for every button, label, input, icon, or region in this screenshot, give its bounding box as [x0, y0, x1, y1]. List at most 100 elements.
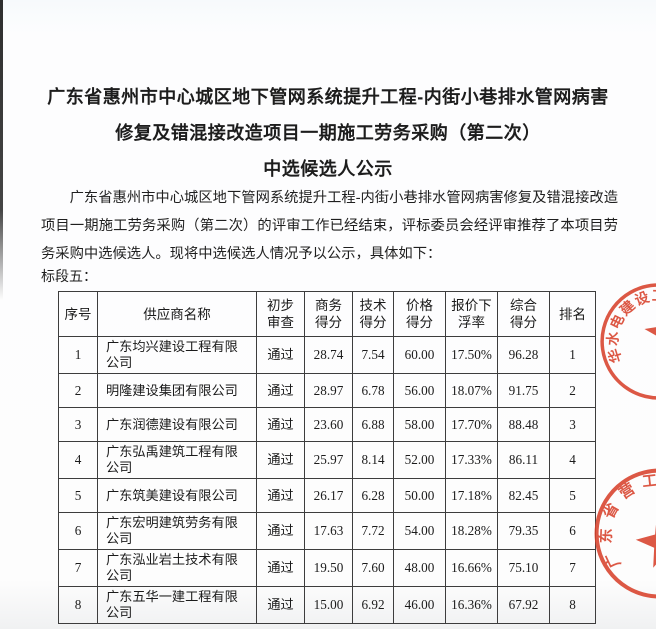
- col-header-bid-discount-rate: 报价下 浮率: [445, 291, 498, 337]
- cell-bid-discount-rate: 18.28%: [445, 512, 498, 550]
- col-header-supplier-name: 供应商名称: [97, 291, 257, 337]
- announcement-title: 广东省惠州市中心城区地下管网系统提升工程-内街小巷排水管网病害 修复及错混接改造…: [0, 79, 656, 187]
- cell-price-score: 58.00: [393, 407, 446, 442]
- results-table: 序号 供应商名称 初步 审查 商务 得分 技术 得分 价格 得分 报价下 浮率 综合 得分 排名…: [58, 291, 596, 624]
- table-row: 7 广东泓业岩土技术有限公司 通过 19.50 7.60 48.00 16.66% 75.10…: [58, 549, 596, 587]
- cell-price-score: 50.00: [393, 478, 446, 513]
- cell-bid-discount-rate: 17.70%: [445, 407, 498, 442]
- cell-comprehensive-score: 67.92: [497, 586, 550, 624]
- cell-technical-score: 6.92: [352, 586, 394, 624]
- cell-supplier-name: 广东筑美建设有限公司: [97, 478, 257, 513]
- cell-seq: 3: [58, 407, 98, 442]
- cell-business-score: 28.74: [304, 336, 353, 374]
- seal-ring: [594, 468, 656, 599]
- table-row: 8 广东五华一建工程有限公司 通过 15.00 6.92 46.00 16.36% 67.92…: [58, 586, 596, 624]
- cell-preliminary-review: 通过: [256, 407, 305, 442]
- cell-seq: 5: [58, 478, 98, 513]
- cell-technical-score: 6.28: [352, 478, 394, 513]
- cell-comprehensive-score: 96.28: [497, 336, 550, 374]
- col-header-price-score: 价格 得分: [393, 291, 446, 337]
- cell-business-score: 23.60: [304, 407, 353, 442]
- cell-technical-score: 6.78: [352, 373, 394, 408]
- cell-comprehensive-score: 88.48: [497, 407, 550, 442]
- col-header-rank: 排名: [549, 291, 596, 337]
- cell-comprehensive-score: 82.45: [497, 478, 550, 513]
- table-row: 6 广东宏明建筑劳务有限公司 通过 17.63 7.72 54.00 18.28% 79.35…: [58, 512, 596, 550]
- cell-seq: 4: [58, 441, 98, 479]
- results-table-head: 序号 供应商名称 初步 审查 商务 得分 技术 得分 价格 得分 报价下 浮率 综合 得分 排名: [58, 291, 596, 337]
- title-line-3: 中选候选人公示: [263, 159, 393, 179]
- cell-preliminary-review: 通过: [256, 512, 305, 550]
- section-label: 标段五：: [41, 270, 97, 285]
- cell-rank: 8: [549, 586, 596, 624]
- cell-preliminary-review: 通过: [256, 549, 305, 587]
- cell-technical-score: 7.60: [352, 549, 394, 587]
- cell-business-score: 15.00: [304, 586, 353, 624]
- cell-bid-discount-rate: 17.50%: [445, 336, 498, 374]
- cell-seq: 2: [58, 373, 98, 408]
- seal-ring: [600, 283, 656, 400]
- cell-technical-score: 7.54: [352, 336, 394, 374]
- table-row: 3 广东润德建设有限公司 通过 23.60 6.88 58.00 17.70% 88.48 3: [58, 407, 596, 442]
- cell-comprehensive-score: 75.10: [497, 549, 550, 587]
- header-row: 序号 供应商名称 初步 审查 商务 得分 技术 得分 价格 得分 报价下 浮率 综合 得分 排名: [58, 291, 596, 337]
- cell-seq: 7: [58, 549, 98, 587]
- col-header-comprehensive-score: 综合 得分: [497, 291, 550, 337]
- cell-rank: 4: [549, 441, 596, 479]
- cell-rank: 2: [549, 373, 596, 408]
- star-icon: [635, 514, 656, 568]
- cell-supplier-name: 广东宏明建筑劳务有限公司: [97, 512, 257, 550]
- cell-preliminary-review: 通过: [256, 373, 305, 408]
- cell-rank: 7: [549, 549, 596, 587]
- cell-business-score: 25.97: [304, 441, 353, 479]
- cell-bid-discount-rate: 18.07%: [445, 373, 498, 408]
- cell-comprehensive-score: 79.35: [497, 512, 550, 550]
- cell-bid-discount-rate: 16.36%: [445, 586, 498, 624]
- cell-price-score: 52.00: [393, 441, 446, 479]
- table-row: 4 广东弘禹建筑工程有限公司 通过 25.97 8.14 52.00 17.33% 86.11…: [58, 441, 596, 479]
- cell-business-score: 19.50: [304, 549, 353, 587]
- cell-supplier-name: 广东弘禹建筑工程有限公司: [97, 441, 257, 479]
- cell-supplier-name: 广东润德建设有限公司: [97, 407, 257, 442]
- col-header-preliminary-review: 初步 审查: [256, 291, 305, 337]
- cell-technical-score: 6.88: [352, 407, 394, 442]
- cell-business-score: 28.97: [304, 373, 353, 408]
- cell-supplier-name: 广东均兴建设工程有限公司: [97, 336, 257, 374]
- table-row: 5 广东筑美建设有限公司 通过 26.17 6.28 50.00 17.18% 82.45 5: [58, 478, 596, 513]
- col-header-technical-score: 技术 得分: [352, 291, 394, 337]
- cell-preliminary-review: 通过: [256, 586, 305, 624]
- scanned-document-page: 广东省惠州市中心城区地下管网系统提升工程-内街小巷排水管网病害 修复及错混接改造…: [0, 0, 656, 629]
- intro-paragraph: 广东省惠州市中心城区地下管网系统提升工程-内街小巷排水管网病害修复及错混接改造项…: [41, 190, 618, 262]
- cell-seq: 8: [58, 586, 98, 624]
- cell-price-score: 60.00: [393, 336, 446, 374]
- cell-business-score: 26.17: [304, 478, 353, 513]
- title-line-1: 广东省惠州市中心城区地下管网系统提升工程-内街小巷排水管网病害: [47, 87, 609, 107]
- cell-seq: 1: [58, 336, 98, 374]
- cell-comprehensive-score: 91.75: [497, 373, 550, 408]
- cell-price-score: 46.00: [393, 586, 446, 624]
- scan-edge-artifact: [0, 0, 3, 300]
- table-row: 1 广东均兴建设工程有限公司 通过 28.74 7.54 60.00 17.50% 96.28…: [58, 336, 596, 374]
- cell-preliminary-review: 通过: [256, 478, 305, 513]
- cell-rank: 1: [549, 336, 596, 374]
- cell-business-score: 17.63: [304, 512, 353, 550]
- cell-technical-score: 7.72: [352, 512, 394, 550]
- title-line-2: 修复及错混接改造项目一期施工劳务采购（第二次）: [115, 123, 541, 143]
- cell-price-score: 56.00: [393, 373, 446, 408]
- cell-price-score: 48.00: [393, 549, 446, 587]
- cell-technical-score: 8.14: [352, 441, 394, 479]
- cell-bid-discount-rate: 17.33%: [445, 441, 498, 479]
- cell-seq: 6: [58, 512, 98, 550]
- cell-rank: 5: [549, 478, 596, 513]
- cell-price-score: 54.00: [393, 512, 446, 550]
- cell-supplier-name: 广东五华一建工程有限公司: [97, 586, 257, 624]
- table-row: 2 明隆建设集团有限公司 通过 28.97 6.78 56.00 18.07% 91.75 2: [58, 373, 596, 408]
- cell-preliminary-review: 通过: [256, 336, 305, 374]
- cell-bid-discount-rate: 16.66%: [445, 549, 498, 587]
- results-table-body: 1 广东均兴建设工程有限公司 通过 28.74 7.54 60.00 17.50% 96.28…: [58, 336, 596, 624]
- cell-supplier-name: 明隆建设集团有限公司: [97, 373, 257, 408]
- star-icon: [644, 307, 656, 358]
- cell-comprehensive-score: 86.11: [497, 441, 550, 479]
- col-header-seq: 序号: [58, 291, 98, 337]
- cell-bid-discount-rate: 17.18%: [445, 478, 498, 513]
